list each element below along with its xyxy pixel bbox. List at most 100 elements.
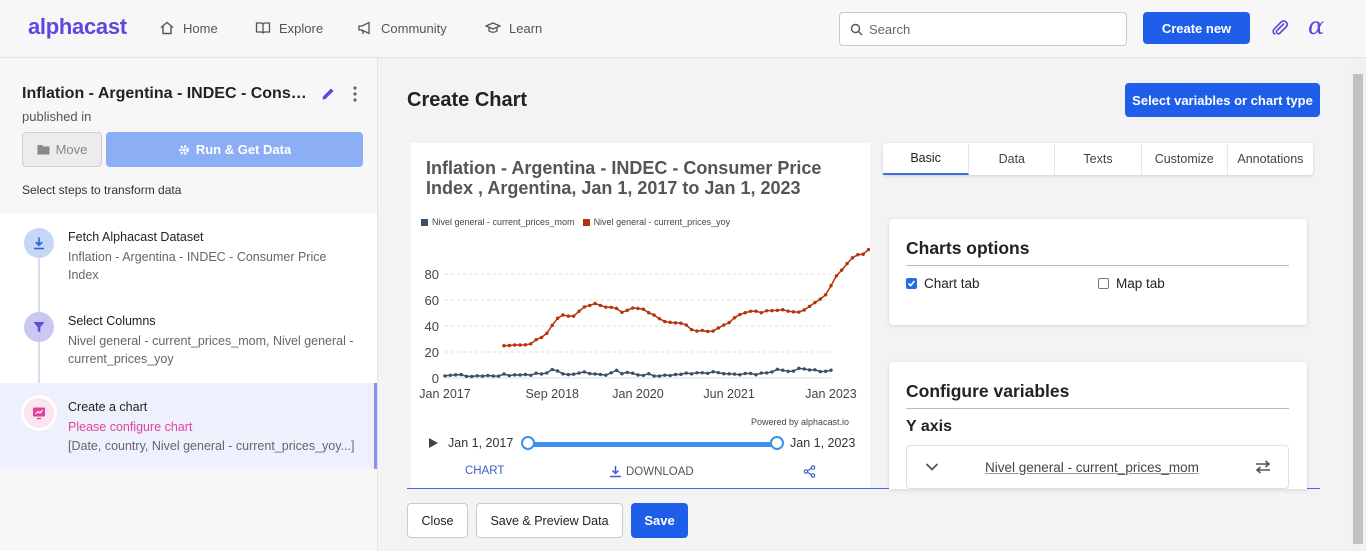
gear-icon [178, 144, 189, 155]
more-options-icon[interactable] [348, 84, 362, 104]
search-input[interactable] [869, 21, 1109, 37]
charts-options-panel: Charts options Chart tab Map tab [889, 219, 1307, 325]
legend-label: Nivel general - current_prices_yoy [593, 217, 731, 227]
data-point [625, 370, 629, 375]
checkbox-unchecked[interactable] [1098, 278, 1109, 289]
chart-legend: Nivel general - current_prices_mom Nivel… [421, 217, 730, 227]
search-icon [850, 23, 863, 35]
data-point [689, 372, 694, 376]
paperclip-icon[interactable] [1270, 18, 1290, 38]
data-point [791, 369, 796, 373]
panel-divider [906, 265, 1289, 266]
step-connector [38, 341, 40, 387]
variable-row[interactable]: Nivel general - current_prices_mom [906, 445, 1289, 489]
create-new-button[interactable]: Create new [1143, 12, 1250, 44]
data-point [823, 293, 828, 297]
legend-item-mom[interactable]: Nivel general - current_prices_mom [421, 217, 575, 227]
nav-home[interactable]: Home [159, 20, 218, 36]
x-tick-label: Jan 2020 [612, 387, 663, 401]
step-create-chart[interactable]: Create a chart Please configure chart [D… [0, 383, 377, 469]
data-point [727, 372, 731, 376]
nav-learn[interactable]: Learn [485, 20, 542, 36]
download-icon [610, 466, 621, 478]
checkbox-checked[interactable] [906, 278, 917, 289]
data-point [502, 344, 506, 348]
data-point [636, 373, 640, 377]
data-point [770, 308, 774, 313]
chart-tab[interactable]: CHART [465, 465, 505, 477]
chart-tab-checkbox[interactable]: Chart tab [906, 276, 980, 291]
map-tab-checkbox[interactable]: Map tab [1098, 276, 1165, 291]
variable-name[interactable]: Nivel general - current_prices_mom [985, 460, 1199, 475]
share-button[interactable] [803, 465, 816, 478]
data-point [657, 374, 662, 378]
close-button[interactable]: Close [407, 503, 468, 538]
tab-basic[interactable]: Basic [883, 143, 970, 175]
run-get-data-button[interactable]: Run & Get Data [106, 132, 363, 167]
data-point [700, 328, 705, 333]
data-point [818, 369, 822, 374]
range-start-handle[interactable] [521, 436, 535, 450]
save-preview-button[interactable]: Save & Preview Data [476, 503, 623, 538]
tab-texts[interactable]: Texts [1055, 143, 1142, 175]
step-select-columns[interactable]: Select Columns Nivel general - current_p… [0, 297, 377, 383]
user-avatar[interactable]: α [1308, 12, 1325, 40]
tab-data[interactable]: Data [969, 143, 1056, 175]
data-point [539, 372, 544, 376]
edit-icon[interactable] [320, 86, 336, 102]
data-point [588, 371, 592, 376]
top-bar: alphacast Home Explore Community Learn C… [0, 0, 1366, 58]
step-fetch-dataset[interactable]: Fetch Alphacast Dataset Inflation - Arge… [0, 213, 377, 297]
select-variables-button[interactable]: Select variables or chart type [1125, 83, 1320, 117]
data-point [781, 368, 785, 372]
search-box[interactable] [839, 12, 1127, 46]
data-point [829, 284, 833, 288]
data-point [480, 374, 485, 378]
nav-explore[interactable]: Explore [255, 20, 323, 36]
data-point [593, 301, 597, 306]
data-point [588, 303, 592, 308]
data-point [545, 371, 549, 375]
filter-icon [24, 312, 54, 342]
data-point [722, 372, 726, 376]
chevron-down-icon[interactable] [925, 462, 939, 472]
data-point [620, 372, 624, 376]
legend-item-yoy[interactable]: Nivel general - current_prices_yoy [582, 217, 731, 227]
data-point [807, 368, 812, 372]
data-point [850, 256, 855, 260]
save-button[interactable]: Save [631, 503, 688, 538]
legend-label: Nivel general - current_prices_mom [432, 217, 575, 227]
data-point [593, 372, 597, 376]
data-point [534, 337, 538, 342]
range-end-handle[interactable] [770, 436, 784, 450]
data-point [759, 371, 764, 375]
scrollbar-thumb[interactable] [1353, 74, 1363, 544]
alphacast-logo[interactable]: alphacast [28, 14, 127, 39]
step-description: Nivel general - current_prices_mom, Nive… [68, 334, 354, 366]
download-tab[interactable]: DOWNLOAD [609, 465, 694, 478]
data-point [454, 373, 458, 377]
x-tick-label: Jun 2021 [703, 387, 754, 401]
tab-customize[interactable]: Customize [1142, 143, 1228, 175]
swap-icon[interactable] [1255, 460, 1271, 474]
data-point [770, 370, 774, 374]
data-point [679, 321, 683, 325]
data-point [561, 313, 565, 317]
data-point [641, 307, 646, 311]
tab-annotations[interactable]: Annotations [1237, 152, 1304, 166]
range-track[interactable] [527, 442, 777, 447]
data-point [652, 374, 656, 378]
play-icon[interactable] [427, 437, 439, 449]
data-point [673, 321, 678, 325]
data-point [518, 343, 522, 347]
data-point [598, 372, 603, 377]
data-point [861, 252, 865, 256]
data-point [673, 372, 678, 377]
download-icon [24, 228, 54, 258]
data-point [743, 371, 747, 376]
nav-community[interactable]: Community [357, 20, 447, 36]
home-icon [160, 21, 174, 35]
move-button[interactable]: Move [22, 132, 102, 167]
data-point [657, 317, 662, 321]
data-point [818, 297, 822, 301]
